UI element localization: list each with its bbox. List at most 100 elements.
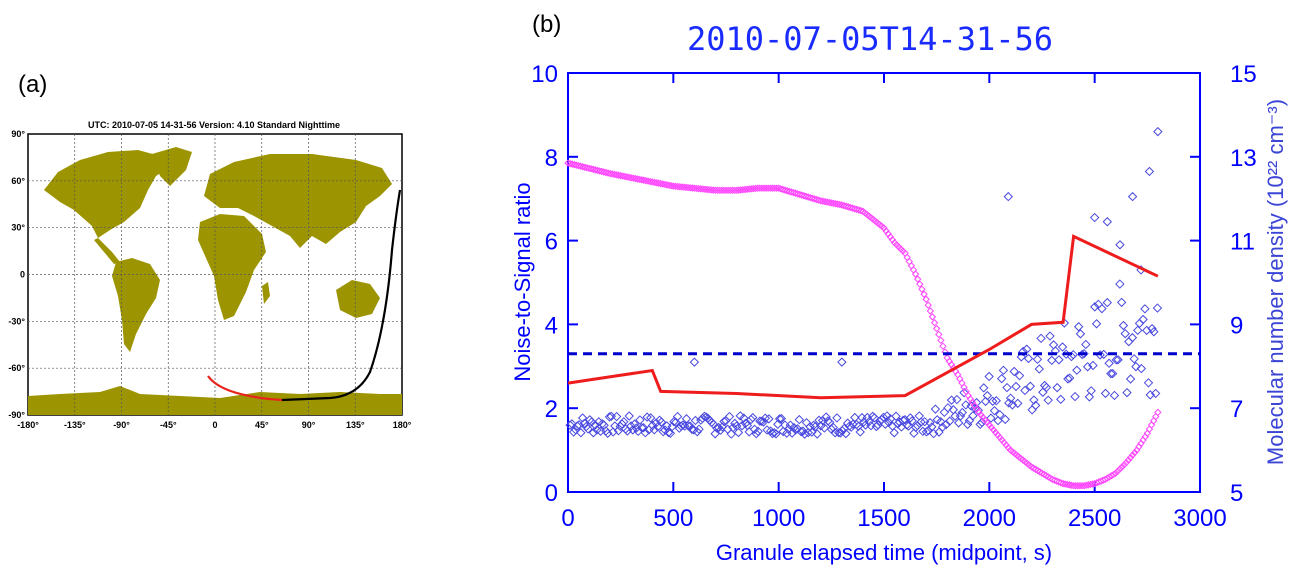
- density-point: [597, 167, 606, 176]
- density-point: [791, 189, 800, 197]
- noise-ratio-point: [1023, 353, 1034, 364]
- noise-ratio-point: [832, 413, 842, 423]
- density-point: [810, 195, 819, 203]
- panel-a-label: (a): [18, 71, 47, 98]
- density-point: [1050, 476, 1059, 484]
- x-tick-label: 2000: [963, 505, 1016, 532]
- noise-ratio-point: [1129, 354, 1139, 364]
- density-point: [1154, 408, 1162, 417]
- noise-ratio-point: [719, 416, 729, 427]
- noise-ratio-point: [1145, 390, 1155, 400]
- noise-ratio-point: [751, 429, 762, 439]
- density-point: [823, 198, 831, 206]
- noise-ratio-point: [819, 423, 830, 433]
- x-tick-label: 3000: [1173, 505, 1226, 532]
- density-point: [652, 179, 661, 187]
- density-point: [793, 190, 802, 198]
- density-point: [758, 184, 766, 192]
- noise-ratio-point: [1016, 352, 1027, 362]
- noise-ratio-point: [1038, 387, 1048, 397]
- noise-ratio-point: [916, 417, 926, 427]
- noise-ratio-point: [794, 414, 805, 425]
- noise-ratio-point: [925, 417, 935, 428]
- density-point: [1063, 480, 1071, 489]
- noise-ratio-point: [642, 412, 652, 422]
- noise-ratio-point: [902, 420, 912, 430]
- density-point: [616, 171, 625, 180]
- density-point: [789, 188, 798, 197]
- density-point: [764, 184, 772, 192]
- map-x-tick-label: 135°: [346, 420, 365, 430]
- density-point: [638, 176, 646, 184]
- density-point: [1103, 474, 1112, 482]
- noise-ratio-outlier: [689, 357, 700, 367]
- noise-ratio-point: [1102, 297, 1113, 308]
- noise-ratio-point: [1007, 400, 1018, 410]
- density-point: [1118, 463, 1126, 471]
- y-axis-ticks: 0 2 4 6 8 10: [531, 61, 578, 507]
- noise-ratio-point: [1147, 323, 1157, 334]
- density-point: [911, 270, 920, 278]
- noise-ratio-point: [1143, 378, 1154, 388]
- x-tick-label: 1000: [752, 505, 805, 532]
- noise-ratio-point: [864, 416, 874, 427]
- noise-ratio-point: [1030, 400, 1041, 411]
- density-point: [667, 182, 675, 190]
- density-point: [1114, 467, 1122, 475]
- density-point: [850, 205, 859, 213]
- density-point: [720, 186, 728, 195]
- noise-ratio-point: [900, 415, 910, 425]
- noise-ratio-point: [635, 415, 645, 425]
- density-point: [600, 168, 608, 176]
- noise-ratio-point: [676, 421, 686, 431]
- density-point: [581, 163, 589, 171]
- noise-ratio-point: [1115, 279, 1125, 289]
- density-point: [1107, 471, 1116, 480]
- noise-ratio-point: [1009, 366, 1019, 377]
- density-point: [880, 224, 888, 232]
- noise-ratio-point: [937, 422, 948, 432]
- map-x-tick-label: 90°: [302, 420, 316, 430]
- density-point: [722, 186, 730, 195]
- density-point: [606, 169, 614, 178]
- map-x-tick-label: 180°: [393, 420, 412, 430]
- density-point: [800, 192, 808, 200]
- noise-ratio-point: [1036, 333, 1046, 344]
- noise-ratio-point: [567, 419, 577, 429]
- density-point: [892, 241, 901, 249]
- noise-ratio-point: [626, 421, 636, 431]
- density-point: [852, 205, 861, 214]
- map-y-tick-labels: 90° 60° 30° 0 -30° -60° -90°: [8, 129, 25, 420]
- map-y-tick-label: 30°: [11, 223, 25, 233]
- density-point: [1074, 482, 1082, 490]
- noise-ratio-point: [672, 411, 683, 422]
- density-point: [770, 184, 779, 192]
- x-axis-label: Granule elapsed time (midpoint, s): [716, 540, 1052, 565]
- density-point: [604, 169, 612, 177]
- noise-ratio-outlier: [1102, 217, 1113, 227]
- density-point: [886, 233, 895, 241]
- noise-ratio-point: [987, 396, 998, 406]
- noise-ratio-point: [576, 428, 586, 438]
- density-point: [579, 163, 587, 171]
- noise-ratio-point: [1029, 395, 1039, 405]
- density-point: [827, 199, 836, 207]
- density-point: [568, 160, 576, 168]
- density-point: [916, 280, 924, 288]
- density-point: [1130, 448, 1139, 457]
- x-axis-ticks: 0 500 1000 1500 2000 2500 3000: [561, 73, 1227, 532]
- noise-ratio-point: [928, 428, 939, 439]
- y-tick-label: 0: [545, 480, 558, 507]
- noise-ratio-point: [1025, 381, 1036, 391]
- density-point: [848, 204, 857, 212]
- noise-ratio-point: [1127, 332, 1138, 343]
- density-point: [774, 184, 783, 192]
- noise-ratio-point: [1056, 394, 1066, 405]
- noise-ratio-point: [1027, 405, 1037, 415]
- density-point: [777, 185, 785, 193]
- noise-ratio-point: [715, 425, 726, 435]
- density-point: [583, 164, 591, 172]
- noise-ratio-point: [1116, 297, 1127, 308]
- land-central-america: [94, 238, 120, 264]
- noise-ratio-point: [1113, 355, 1123, 365]
